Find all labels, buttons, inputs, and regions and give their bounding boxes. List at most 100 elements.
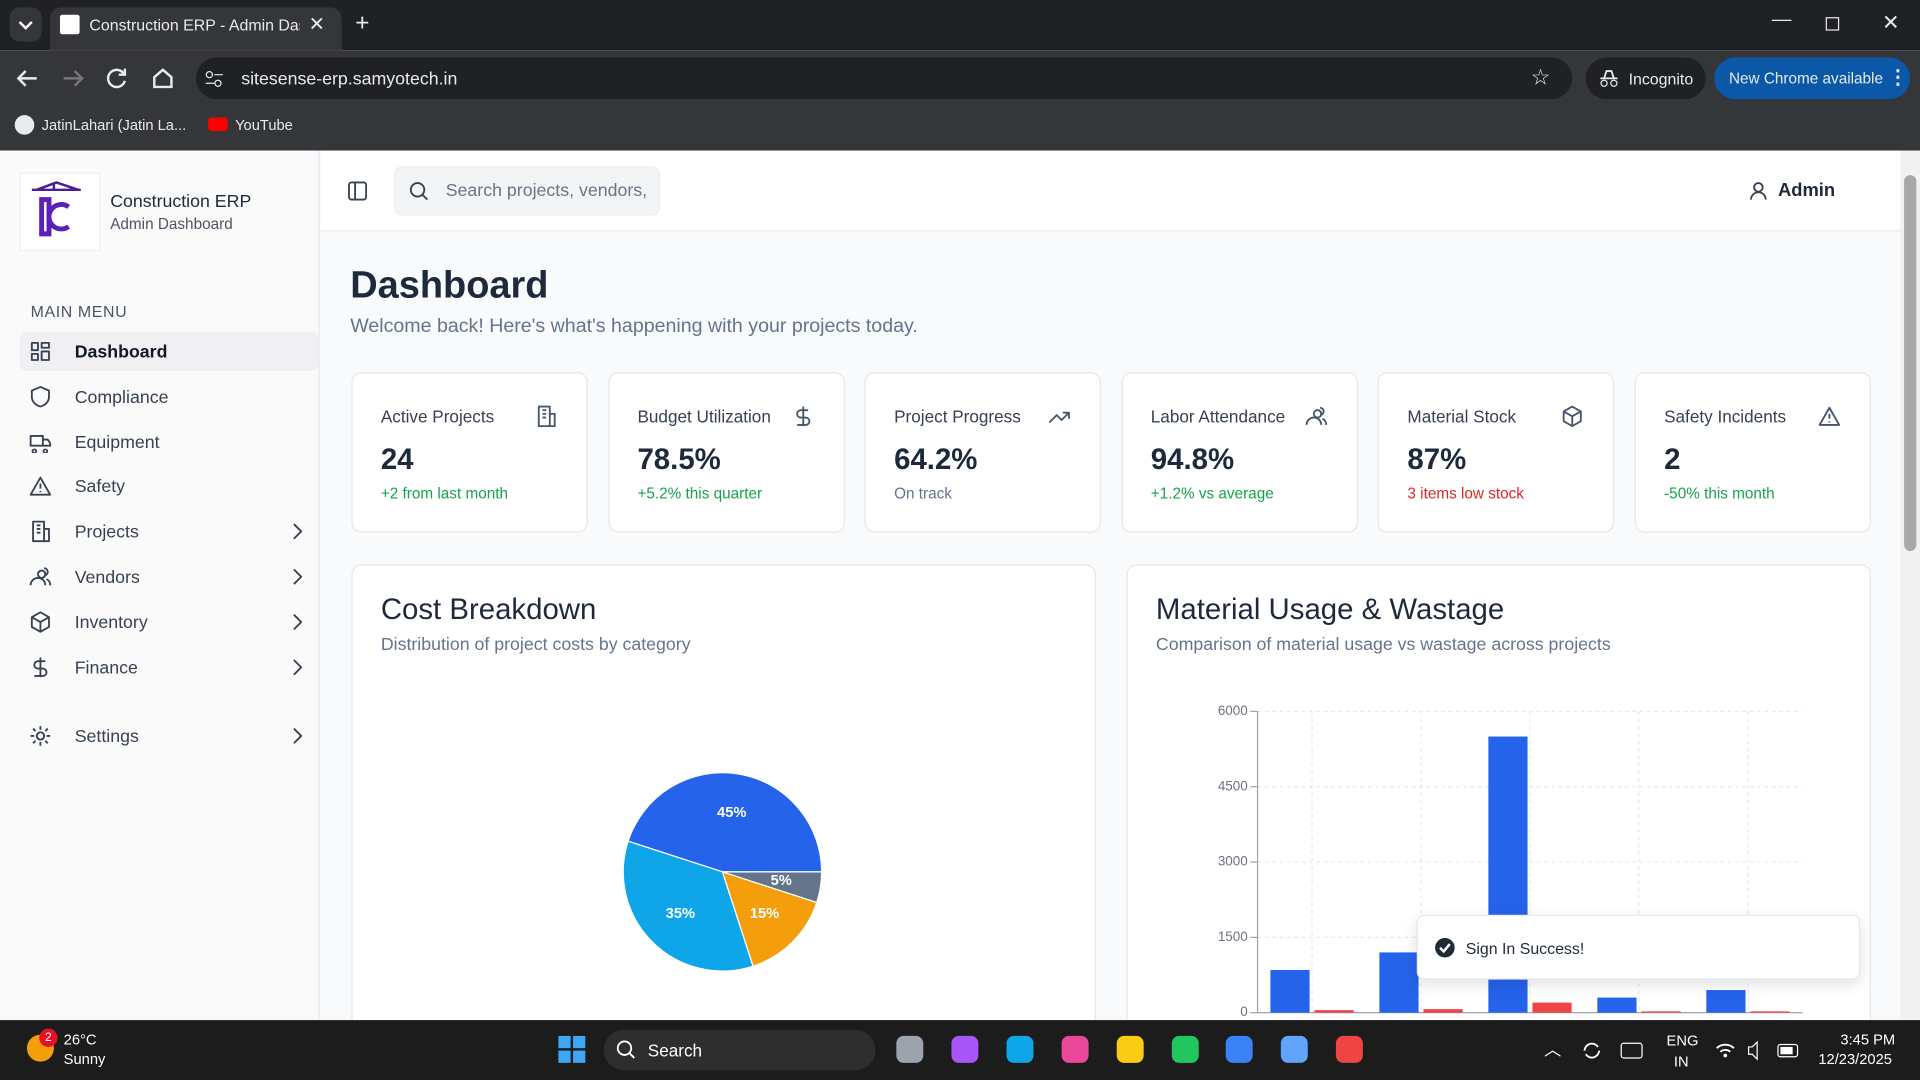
- chevron: [293, 613, 303, 630]
- menu-icon-shape: [29, 477, 52, 497]
- stat-note: +1.2% vs average: [1150, 484, 1274, 503]
- nav-buttons[interactable]: [0, 50, 196, 106]
- stat-icon-shape: [795, 406, 810, 427]
- menu-icon: [30, 726, 51, 746]
- pie-label: 5%: [771, 873, 792, 889]
- menu-icon-shape: [32, 520, 50, 543]
- stat-note: 3 items low stock: [1407, 484, 1524, 503]
- menu-icon: [30, 341, 50, 361]
- scrollbar-thumb[interactable]: [1904, 175, 1917, 552]
- menu-item[interactable]: Equipment: [74, 432, 160, 453]
- chevron: [293, 658, 303, 675]
- chevron: [293, 523, 303, 540]
- chart-subtitle: Distribution of project costs by categor…: [381, 634, 691, 654]
- bookmark[interactable]: JatinLahari (Jatin La...: [41, 116, 187, 134]
- search-placeholder: Search projects, vendors,: [445, 181, 648, 201]
- tray-chevron[interactable]: ︿: [1544, 1039, 1562, 1060]
- clock-time[interactable]: 3:45 PM: [1840, 1031, 1896, 1049]
- menu-item[interactable]: Finance: [74, 658, 138, 678]
- sidebar: [0, 150, 320, 1020]
- stat-note: +2 from last month: [380, 484, 509, 503]
- taskbar-app[interactable]: [1061, 1035, 1089, 1063]
- y-tick-label: 1500: [1218, 929, 1248, 944]
- stat-card[interactable]: [351, 372, 588, 533]
- y-tick-label: 4500: [1218, 778, 1248, 793]
- menu-item[interactable]: Settings: [74, 727, 139, 747]
- temperature: 26°C: [63, 1031, 97, 1049]
- search-box[interactable]: [394, 166, 660, 216]
- search-icon: [616, 1040, 635, 1059]
- stat-icon: [1305, 406, 1327, 426]
- page-subtitle: Welcome back! Here's what's happening wi…: [350, 315, 918, 337]
- user-icon: [1750, 182, 1767, 200]
- menu-item[interactable]: Dashboard: [74, 342, 168, 363]
- region[interactable]: IN: [1673, 1053, 1689, 1071]
- stat-value: 64.2%: [894, 443, 978, 477]
- logo-mark: [31, 181, 81, 237]
- taskbar-app[interactable]: [1171, 1035, 1199, 1063]
- tab-list-button[interactable]: [9, 7, 42, 42]
- menu-item[interactable]: Vendors: [74, 568, 140, 588]
- taskbar-app[interactable]: [896, 1035, 924, 1063]
- stat-card[interactable]: [864, 372, 1102, 533]
- restore[interactable]: [1825, 17, 1840, 31]
- logo: [19, 172, 101, 252]
- menu-icon: [29, 477, 52, 497]
- bookmark[interactable]: YouTube: [235, 116, 293, 134]
- menu-item[interactable]: Compliance: [74, 387, 169, 408]
- stat-card[interactable]: [1634, 372, 1872, 533]
- minimize[interactable]: —: [1771, 9, 1792, 31]
- chevron: [293, 727, 303, 744]
- stat-card[interactable]: [1121, 372, 1358, 533]
- menu-item[interactable]: Inventory: [74, 613, 148, 633]
- stat-icon: [537, 405, 556, 428]
- tab-title: Construction ERP - Admin Dash: [89, 15, 300, 35]
- toast-message: Sign In Success!: [1465, 939, 1585, 958]
- taskbar-app[interactable]: [1281, 1035, 1309, 1063]
- stat-icon: [1818, 406, 1841, 426]
- menu-icon: [33, 657, 48, 677]
- tab-close[interactable]: ✕: [308, 14, 325, 36]
- menu-icon-shape: [30, 726, 51, 746]
- taskbar-app[interactable]: [1226, 1035, 1254, 1063]
- chart-subtitle: Comparison of material usage vs wastage …: [1156, 634, 1611, 654]
- active-tab[interactable]: [50, 7, 342, 51]
- menu-item[interactable]: Safety: [74, 478, 126, 498]
- stat-card[interactable]: [1378, 372, 1615, 533]
- bar: [1379, 952, 1419, 1013]
- toast-icon: [1435, 937, 1455, 958]
- clock-date[interactable]: 12/23/2025: [1818, 1050, 1892, 1068]
- pie-label: 35%: [666, 906, 695, 922]
- stat-icon-shape: [1563, 405, 1583, 428]
- youtube-icon: [208, 117, 228, 132]
- brand-title: Construction ERP: [110, 192, 252, 212]
- menu-dots[interactable]: ⋮: [1888, 67, 1908, 89]
- close-window[interactable]: ✕: [1882, 11, 1900, 35]
- update-button[interactable]: [1714, 57, 1911, 100]
- taskbar-app[interactable]: [1336, 1035, 1364, 1063]
- bar: [1706, 990, 1746, 1013]
- language[interactable]: ENG: [1666, 1032, 1699, 1050]
- menu-icon-shape: [29, 434, 52, 453]
- stat-card[interactable]: [608, 372, 845, 533]
- pie-label: 15%: [750, 906, 779, 922]
- y-tick-label: 6000: [1218, 703, 1248, 718]
- start-button[interactable]: [557, 1035, 586, 1064]
- stat-value: 87%: [1407, 443, 1467, 477]
- user-name[interactable]: Admin: [1777, 180, 1836, 201]
- taskbar-app[interactable]: [1006, 1035, 1034, 1063]
- site-info-icon: [205, 71, 223, 87]
- address-bar[interactable]: [195, 57, 1573, 100]
- tray-icons[interactable]: [1580, 1038, 1813, 1062]
- taskbar-app[interactable]: [1116, 1035, 1144, 1063]
- taskbar-search[interactable]: [603, 1029, 876, 1071]
- new-tab[interactable]: +: [355, 9, 370, 37]
- sidebar-toggle[interactable]: [348, 181, 368, 201]
- pie-slice: [627, 772, 823, 873]
- stat-icon-shape: [1048, 411, 1071, 424]
- menu-item[interactable]: Projects: [74, 523, 139, 543]
- chevron-shape: [293, 523, 303, 540]
- bookmark-star[interactable]: ☆: [1530, 64, 1551, 90]
- taskbar-app[interactable]: [951, 1035, 979, 1063]
